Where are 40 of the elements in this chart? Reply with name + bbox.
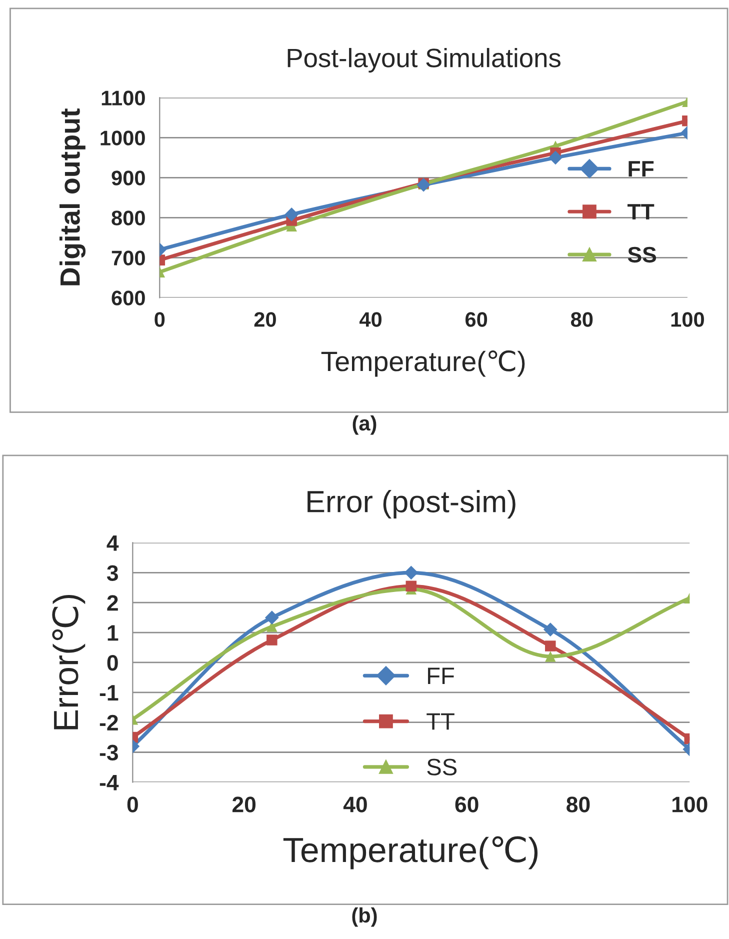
legend-label: SS [628, 246, 656, 263]
y-tick-label: 900 [112, 170, 145, 186]
y-tick-label: -1 [100, 685, 118, 700]
y-tick-label: 0 [107, 655, 118, 671]
x-axis-title: Temperature(℃) [321, 350, 525, 377]
x-axis-title: Temperature(℃) [283, 836, 538, 870]
x-tick-label: 0 [154, 312, 165, 327]
y-tick-label: 4 [106, 536, 119, 551]
x-tick-label: 80 [570, 312, 593, 327]
legend-label: TT [627, 204, 654, 220]
y-axis-title: Error(℃) [52, 594, 86, 730]
y-tick-label: -4 [100, 774, 119, 790]
legend-label: FF [628, 161, 654, 176]
legend-label: TT [426, 713, 454, 730]
x-tick-label: 100 [671, 312, 704, 327]
chart-title: Error (post-sim) [308, 490, 516, 519]
y-tick-label: 1100 [102, 90, 145, 106]
x-tick-label: 100 [672, 796, 708, 812]
x-tick-label: 80 [566, 796, 590, 812]
text: (a) [352, 415, 376, 435]
text: (b) [352, 907, 377, 927]
y-tick-label: -2 [100, 714, 118, 730]
legend-label: SS [427, 758, 457, 776]
y-tick-label: 600 [112, 290, 145, 306]
x-tick-label: 40 [360, 312, 382, 327]
y-tick-label: 1000 [100, 130, 145, 146]
chart-title: Post-layout Simulations [288, 48, 560, 73]
y-tick-label: 800 [112, 210, 145, 226]
legend-label: FF [428, 668, 454, 684]
y-tick-label: -3 [100, 744, 118, 761]
y-tick-label: 2 [107, 595, 118, 611]
x-tick-label: 20 [254, 312, 276, 327]
y-tick-label: 700 [112, 250, 145, 266]
x-tick-label: 20 [232, 796, 256, 812]
y-axis-title: Digital output [60, 108, 86, 286]
y-tick-label: 3 [106, 565, 118, 581]
y-tick-label: 1 [108, 625, 118, 641]
x-tick-label: 60 [455, 796, 478, 812]
x-tick-label: 60 [466, 312, 488, 327]
x-tick-label: 40 [343, 796, 367, 812]
